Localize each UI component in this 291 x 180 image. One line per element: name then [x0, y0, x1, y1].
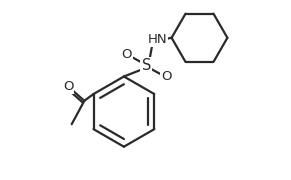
Text: O: O [161, 70, 171, 83]
Text: O: O [121, 48, 132, 61]
Text: HN: HN [147, 33, 167, 46]
Text: S: S [142, 58, 151, 73]
Text: O: O [63, 80, 73, 93]
